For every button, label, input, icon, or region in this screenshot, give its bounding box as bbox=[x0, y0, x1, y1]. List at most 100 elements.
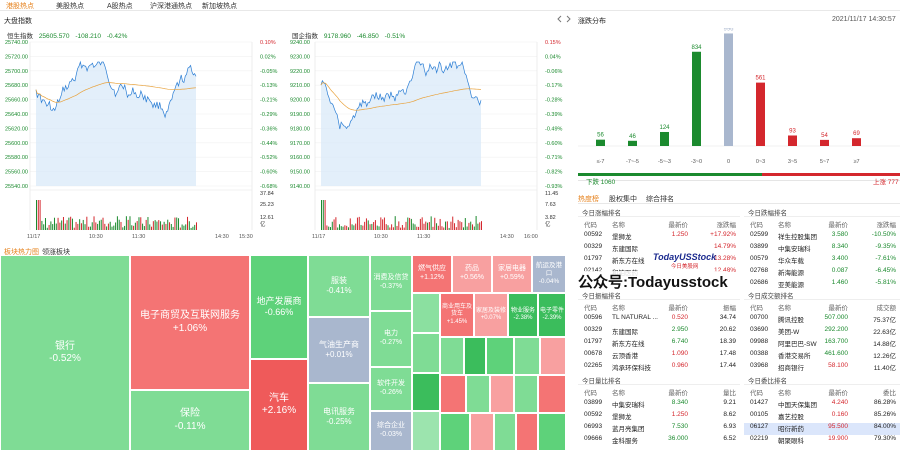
heatmap-cell[interactable]: 地产发展商 -0.66% bbox=[250, 255, 308, 359]
heatmap-cell-minor[interactable] bbox=[486, 337, 514, 375]
heatmap-cell-minor[interactable] bbox=[440, 375, 466, 413]
heatmap-cell-minor[interactable] bbox=[466, 375, 490, 413]
heatmap-cell[interactable]: 银行 -0.52% bbox=[0, 255, 130, 451]
heatmap-cell-minor[interactable] bbox=[538, 375, 566, 413]
table-row[interactable]: 06993 蓝月亮集团 7.530 6.93 bbox=[578, 423, 740, 435]
heatmap-cell-minor[interactable] bbox=[494, 413, 516, 451]
table-row[interactable]: 02768 新海能源 0.087 -6.45% bbox=[744, 267, 900, 279]
heatmap-cell-minor[interactable] bbox=[464, 337, 486, 375]
heatmap-cell-minor[interactable] bbox=[412, 411, 440, 451]
heatmap-cell[interactable]: 药品 +0.56% bbox=[452, 255, 492, 293]
column-header[interactable]: 最新价 bbox=[668, 222, 689, 229]
table-row[interactable]: 06127 昭衍新药 95.500 84.00% bbox=[744, 423, 900, 435]
table-row[interactable]: 00700 腾讯控股 507.000 75.37亿 bbox=[744, 314, 900, 326]
heatmap-cell[interactable]: 电子零件 -2.39% bbox=[538, 293, 566, 337]
column-header[interactable]: 成交额 bbox=[876, 305, 897, 312]
tab-a-share-hot[interactable]: A股热点 bbox=[107, 3, 133, 10]
table-row[interactable]: 00329 东建国际 2.950 20.62 bbox=[578, 326, 740, 338]
dist-bar[interactable] bbox=[692, 51, 701, 147]
table-row[interactable]: 00329 东建国际 14.79% bbox=[578, 243, 740, 255]
heatmap-cell-minor[interactable] bbox=[412, 373, 440, 411]
heatmap-cell[interactable]: 家居及装修 +0.07% bbox=[474, 293, 508, 337]
column-header[interactable]: 代码 bbox=[584, 305, 597, 312]
heatmap-cell-minor[interactable] bbox=[412, 293, 440, 333]
heatmap-cell-minor[interactable] bbox=[540, 337, 566, 375]
table-row[interactable]: 02219 朝聚眼科 19.900 79.30% bbox=[744, 435, 900, 447]
heatmap-cell[interactable]: 服装 -0.41% bbox=[308, 255, 370, 317]
heatmap-cell[interactable]: 汽车 +2.16% bbox=[250, 359, 308, 451]
column-header[interactable]: 振幅 bbox=[723, 305, 736, 312]
table-row[interactable]: 00105 嘉艺控股 0.160 85.26% bbox=[744, 411, 900, 423]
heatmap-cell[interactable]: 保险 -0.11% bbox=[130, 390, 250, 451]
column-header[interactable]: 最新价 bbox=[828, 305, 849, 312]
table-row[interactable]: 03899 中集安瑞科 8.340 9.21 bbox=[578, 399, 740, 411]
dist-bar[interactable] bbox=[788, 135, 797, 146]
heatmap-cell-minor[interactable] bbox=[490, 375, 514, 413]
dist-bar[interactable] bbox=[852, 138, 861, 146]
column-header[interactable]: 代码 bbox=[750, 305, 763, 312]
column-header[interactable]: 委比 bbox=[883, 390, 896, 397]
hsi-header[interactable]: 恒生指数 25605.570 -108.210 -0.42% bbox=[7, 30, 127, 40]
heatmap-cell[interactable]: 航运及港口 -0.04% bbox=[532, 255, 566, 293]
column-header[interactable]: 名称 bbox=[612, 390, 625, 397]
dist-bar[interactable] bbox=[596, 139, 605, 146]
heatmap-cell[interactable]: 电力 -0.27% bbox=[370, 311, 412, 367]
table-row[interactable]: 02265 鸿承环保科技 0.960 17.44 bbox=[578, 362, 740, 374]
table-row[interactable]: 03690 美团-W 292.200 22.63亿 bbox=[744, 326, 900, 338]
heatmap-cell[interactable]: 燃气供应 +1.12% bbox=[412, 255, 452, 293]
table-row[interactable]: 09988 阿里巴巴-SW 163.700 14.88亿 bbox=[744, 338, 900, 350]
dist-bar[interactable] bbox=[756, 82, 765, 146]
ssi-header[interactable]: 国企指数 9178.960 -46.850 -0.51% bbox=[292, 30, 405, 40]
column-header[interactable]: 名称 bbox=[778, 222, 791, 229]
dist-bar[interactable] bbox=[724, 33, 733, 147]
column-header[interactable]: 代码 bbox=[750, 222, 763, 229]
heatmap-cell[interactable]: 电子商贸及互联网服务 +1.06% bbox=[130, 255, 250, 390]
table-row[interactable]: 02686 亚美能源 1.460 -5.81% bbox=[744, 279, 900, 291]
tab-us-hot[interactable]: 美股热点 bbox=[56, 3, 84, 10]
column-header[interactable]: 最新价 bbox=[668, 305, 689, 312]
dist-bar[interactable] bbox=[628, 140, 637, 146]
dist-bar[interactable] bbox=[660, 131, 669, 146]
heatmap-cell[interactable]: 家居电器 +0.59% bbox=[492, 255, 532, 293]
heatmap-cell[interactable]: 软件开发 -0.26% bbox=[370, 367, 412, 411]
tab-connect-hot[interactable]: 沪深港通热点 bbox=[150, 3, 192, 10]
heatmap-cell[interactable]: 气油生产商 +0.01% bbox=[308, 317, 370, 383]
heatmap-cell-minor[interactable] bbox=[514, 337, 540, 375]
tab-overall-ranking[interactable]: 综合排名 bbox=[646, 196, 674, 203]
heatmap-cell[interactable]: 商业用车及货车 +1.45% bbox=[440, 293, 474, 337]
heatmap-cell-minor[interactable] bbox=[470, 413, 494, 451]
tab-sector-heatmap[interactable]: 板块热力图 bbox=[4, 249, 39, 256]
column-header[interactable]: 名称 bbox=[612, 305, 625, 312]
tab-equity-concentration[interactable]: 股权集中 bbox=[609, 196, 637, 203]
table-row[interactable]: 00678 云顶香港 1.090 17.48 bbox=[578, 350, 740, 362]
next-arrow-icon[interactable] bbox=[564, 15, 572, 23]
column-header[interactable]: 涨跌幅 bbox=[716, 222, 737, 229]
table-row[interactable]: 00579 华众车载 3.400 -7.61% bbox=[744, 255, 900, 267]
table-row[interactable]: 03968 招商银行 58.100 11.40亿 bbox=[744, 362, 900, 374]
column-header[interactable]: 代码 bbox=[584, 222, 597, 229]
column-header[interactable]: 最新价 bbox=[668, 390, 689, 397]
heatmap-cell-minor[interactable] bbox=[440, 413, 470, 451]
column-header[interactable]: 涨跌幅 bbox=[876, 222, 897, 229]
table-row[interactable]: 00596 TL NATURAL ... 0.520 34.74 bbox=[578, 314, 740, 326]
heatmap-cell-minor[interactable] bbox=[440, 337, 464, 375]
heatmap-cell[interactable]: 综合企业 -0.03% bbox=[370, 411, 412, 451]
column-header[interactable]: 名称 bbox=[778, 390, 791, 397]
table-row[interactable]: 00388 香港交易所 461.600 12.26亿 bbox=[744, 350, 900, 362]
heatmap-cell-minor[interactable] bbox=[516, 413, 538, 451]
table-row[interactable]: 00592 堡狮龙 1.250 8.62 bbox=[578, 411, 740, 423]
column-header[interactable]: 代码 bbox=[584, 390, 597, 397]
table-row[interactable]: 02599 祥生控股集团 3.580 -10.50% bbox=[744, 231, 900, 243]
table-row[interactable]: 01427 中国天保集团 4.240 86.28% bbox=[744, 399, 900, 411]
table-row[interactable]: 01797 新东方在线 6.740 18.39 bbox=[578, 338, 740, 350]
column-header[interactable]: 最新价 bbox=[828, 222, 849, 229]
heatmap-cell[interactable]: 消费及信贷 -0.37% bbox=[370, 255, 412, 311]
column-header[interactable]: 名称 bbox=[778, 305, 791, 312]
tab-hot-list[interactable]: 热度榜 bbox=[578, 196, 599, 203]
dist-bar[interactable] bbox=[820, 139, 829, 146]
heatmap-cell[interactable]: 电讯服务 -0.25% bbox=[308, 383, 370, 451]
table-row[interactable]: 01797 新东方在线 13.28% bbox=[578, 255, 740, 267]
tab-sg-hot[interactable]: 新加坡热点 bbox=[202, 3, 237, 10]
heatmap-cell[interactable]: 物业服务 -2.38% bbox=[508, 293, 538, 337]
column-header[interactable]: 最新价 bbox=[828, 390, 849, 397]
